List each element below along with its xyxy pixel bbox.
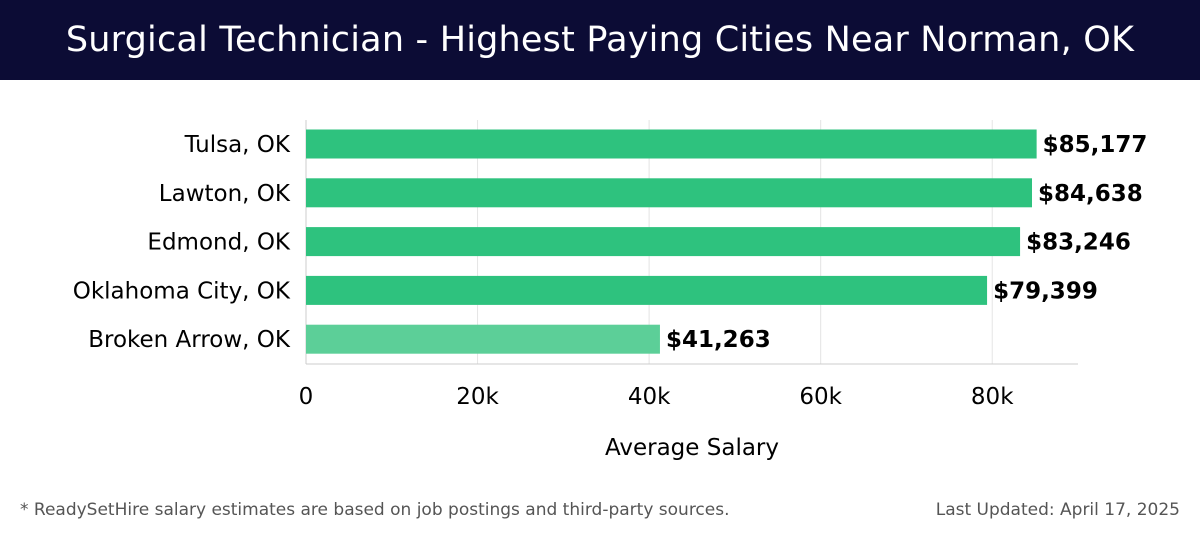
- value-label: $83,246: [1026, 230, 1131, 256]
- page-title: Surgical Technician - Highest Paying Cit…: [65, 20, 1135, 60]
- last-updated: Last Updated: April 17, 2025: [935, 500, 1180, 520]
- x-tick-label: 40k: [628, 384, 671, 410]
- x-tick-label: 80k: [971, 384, 1014, 410]
- bars: [306, 129, 1037, 354]
- value-label: $79,399: [993, 278, 1098, 304]
- bar: [306, 275, 988, 305]
- category-label: Lawton, OK: [159, 181, 291, 207]
- category-label: Oklahoma City, OK: [73, 278, 291, 304]
- value-label: $85,177: [1043, 132, 1148, 158]
- value-label: $41,263: [666, 327, 771, 353]
- salary-bar-chart: $85,177 $84,638 $83,246 $79,399 $41,263 Tuls…: [73, 120, 1147, 461]
- x-tick-labels: 0 20k 40k 60k 80k: [299, 384, 1015, 410]
- category-label: Tulsa, OK: [184, 132, 291, 158]
- category-label: Broken Arrow, OK: [88, 327, 291, 353]
- category-label: Edmond, OK: [147, 230, 291, 256]
- category-labels: Tulsa, OK Lawton, OK Edmond, OK Oklahoma Ci…: [73, 132, 291, 353]
- footnote: * ReadySetHire salary estimates are base…: [20, 500, 730, 520]
- chart-header: Surgical Technician - Highest Paying Cit…: [0, 0, 1200, 80]
- x-tick-label: 20k: [456, 384, 499, 410]
- x-tick-label: 60k: [799, 384, 842, 410]
- bar: [306, 324, 660, 354]
- bar: [306, 129, 1037, 159]
- value-labels: $85,177 $84,638 $83,246 $79,399 $41,263: [666, 132, 1147, 353]
- x-axis-title: Average Salary: [605, 435, 779, 461]
- value-label: $84,638: [1038, 181, 1143, 207]
- bar: [306, 227, 1021, 257]
- bar: [306, 178, 1033, 208]
- x-tick-label: 0: [299, 384, 314, 410]
